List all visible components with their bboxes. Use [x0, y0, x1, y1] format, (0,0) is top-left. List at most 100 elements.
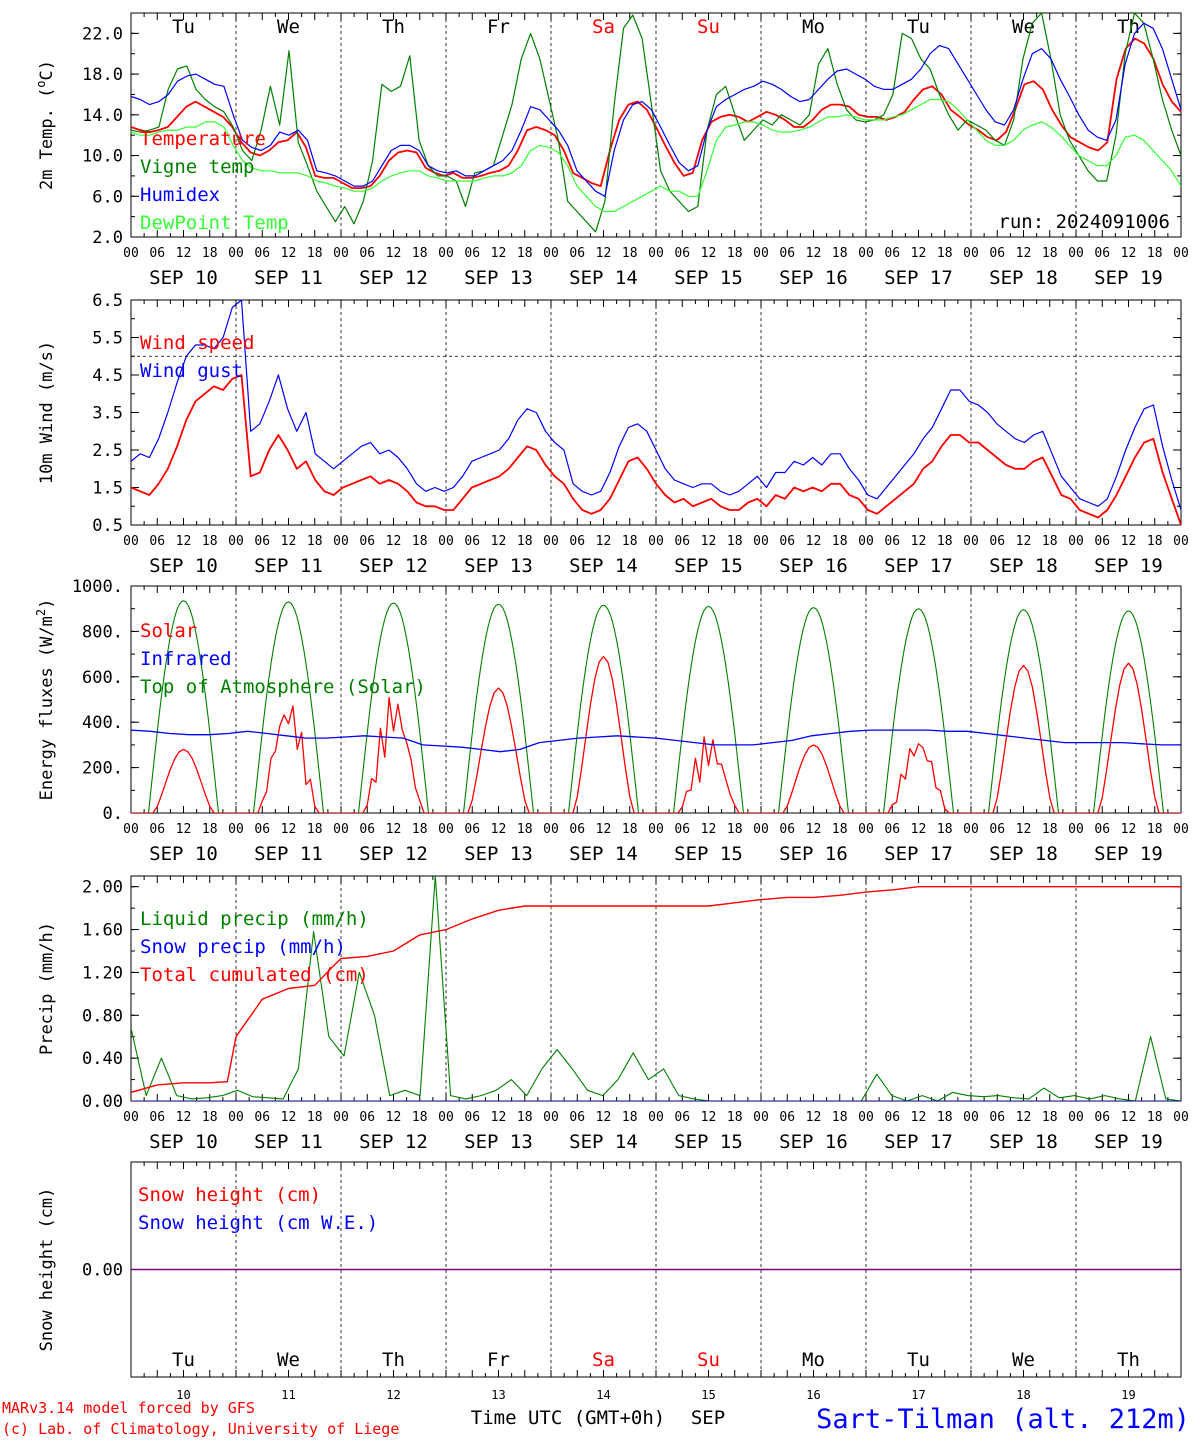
hour-tick-label: 18: [832, 246, 848, 261]
hour-tick-label: 00: [753, 534, 769, 549]
hour-tick-label: 12: [1121, 534, 1137, 549]
day-number-label: 15: [701, 1388, 715, 1402]
hour-tick-label: 12: [911, 1110, 927, 1125]
hour-tick-label: 06: [779, 1110, 795, 1125]
date-label: SEP 10: [149, 1131, 218, 1153]
date-label: SEP 12: [359, 555, 428, 577]
hour-tick-label: 06: [464, 534, 480, 549]
hour-tick-label: 00: [1068, 1110, 1084, 1125]
date-label: SEP 16: [779, 843, 848, 865]
date-label: SEP 10: [149, 555, 218, 577]
superscript: 2: [34, 609, 48, 616]
y-tick-label: 0.00: [82, 1092, 123, 1112]
date-label: SEP 13: [464, 267, 533, 289]
hour-tick-label: 06: [1094, 246, 1110, 261]
legend-entry: Top of Atmosphere (Solar): [140, 676, 426, 698]
day-number-label: 17: [911, 1388, 925, 1402]
hour-tick-label: 18: [1147, 1110, 1163, 1125]
panel-2: 0.5 1.5 2.5 3.5 4.5 5.5 6.5 10m Wind (m/s) 00 06 1…: [37, 291, 1189, 577]
hour-tick-label: 12: [1016, 822, 1032, 837]
date-label: SEP 16: [779, 555, 848, 577]
hour-tick-label: 18: [412, 1110, 428, 1125]
hour-tick-label: 12: [806, 534, 822, 549]
weekday-label: Th: [382, 1349, 405, 1371]
date-label: SEP 14: [569, 267, 638, 289]
hour-tick-label: 06: [884, 534, 900, 549]
day-number-label: 13: [491, 1388, 505, 1402]
date-label: SEP 18: [989, 555, 1058, 577]
hour-tick-label: 06: [779, 822, 795, 837]
panel-4: 0.00 0.40 0.80 1.20 1.60 2.00 Precip (mm/h) 00 0…: [37, 875, 1189, 1153]
weekday-label: We: [1012, 1349, 1035, 1371]
date-label: SEP 11: [254, 555, 323, 577]
hour-tick-label: 18: [517, 534, 533, 549]
legend-entry: Temperature: [140, 128, 266, 150]
legend-entry: Snow precip (mm/h): [140, 936, 346, 958]
hour-tick-label: 18: [307, 822, 323, 837]
hour-tick-label: 06: [464, 1110, 480, 1125]
date-label: SEP 19: [1094, 267, 1163, 289]
hour-tick-label: 12: [491, 246, 507, 261]
time-axis-label: Time UTC (GMT+0h): [471, 1407, 665, 1429]
series-line: [131, 374, 1181, 525]
hour-tick-label: 12: [386, 246, 402, 261]
hour-tick-label: 18: [1147, 534, 1163, 549]
series-group: [131, 876, 1181, 1101]
hour-tick-label: 18: [412, 534, 428, 549]
hour-tick-label: 00: [753, 822, 769, 837]
hour-tick-label: 00: [963, 1110, 979, 1125]
hour-tick-label: 18: [202, 1110, 218, 1125]
hour-tick-label: 12: [176, 822, 192, 837]
date-label: SEP 18: [989, 843, 1058, 865]
series-line: [131, 98, 1181, 213]
hour-tick-label: 18: [622, 246, 638, 261]
y-tick-label: 2.00: [82, 878, 123, 898]
hour-tick-label: 12: [911, 246, 927, 261]
date-label: SEP 19: [1094, 1131, 1163, 1153]
hour-tick-label: 12: [281, 1110, 297, 1125]
weekday-label: We: [277, 1349, 300, 1371]
legend-entry: Solar: [140, 620, 197, 642]
y-axis-label: Energy fluxes (W/m2): [34, 599, 57, 801]
hour-tick-label: 12: [176, 1110, 192, 1125]
hour-tick-label: 12: [911, 534, 927, 549]
y-axis-label: Snow height (cm): [37, 1188, 57, 1352]
degree-symbol: o: [34, 80, 48, 87]
date-label: SEP 19: [1094, 555, 1163, 577]
date-label: SEP 12: [359, 843, 428, 865]
hour-tick-label: 06: [989, 246, 1005, 261]
y-tick-label: 600.: [82, 668, 123, 688]
hour-tick-label: 00: [1068, 246, 1084, 261]
date-label: SEP 17: [884, 1131, 953, 1153]
hour-tick-label: 12: [281, 246, 297, 261]
hour-tick-label: 06: [254, 1110, 270, 1125]
hour-tick-label: 06: [569, 822, 585, 837]
y-tick-label: 400.: [82, 713, 123, 733]
hour-tick-label: 12: [596, 534, 612, 549]
weekday-label: We: [277, 16, 300, 38]
hour-tick-label: 00: [543, 246, 559, 261]
date-label: SEP 10: [149, 267, 218, 289]
hour-tick-label: 18: [727, 534, 743, 549]
hour-tick-label: 06: [359, 534, 375, 549]
hour-tick-label: 18: [517, 822, 533, 837]
legend-entry: Wind speed: [140, 332, 254, 354]
weekday-label: Fr: [487, 16, 510, 38]
hour-tick-label: 00: [753, 246, 769, 261]
hour-tick-label: 18: [412, 822, 428, 837]
series-line: [131, 22, 1181, 197]
hour-tick-label: 00: [1173, 246, 1189, 261]
hour-tick-label: 00: [858, 534, 874, 549]
date-label: SEP 19: [1094, 843, 1163, 865]
hour-tick-label: 00: [858, 246, 874, 261]
series-group: [131, 300, 1181, 525]
hour-tick-label: 18: [1147, 246, 1163, 261]
date-label: SEP 15: [674, 1131, 743, 1153]
hour-tick-label: 06: [989, 822, 1005, 837]
hour-tick-label: 00: [1068, 822, 1084, 837]
hour-tick-label: 06: [149, 822, 165, 837]
series-line: [131, 886, 1181, 1094]
legend-entry: Infrared: [140, 648, 232, 670]
hour-tick-label: 00: [123, 822, 139, 837]
